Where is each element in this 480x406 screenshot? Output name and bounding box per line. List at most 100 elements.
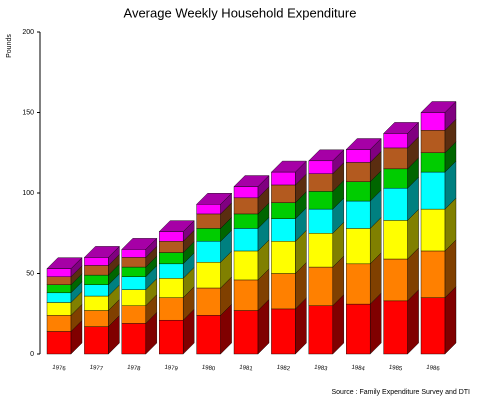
bar-top: [158, 220, 195, 232]
source-note: Source : Family Expenditure Survey and D…: [331, 389, 470, 396]
bar-front: [196, 241, 221, 263]
bar-segment: [420, 239, 457, 299]
bar-segment: [121, 237, 158, 258]
bar-front: [84, 274, 109, 285]
bar-top: [233, 175, 270, 187]
bar-segment: [420, 197, 457, 252]
bar-front: [383, 147, 408, 170]
bar-front: [84, 310, 109, 327]
bar-front: [420, 171, 446, 210]
chart-title: Average Weekly Household Expenditure: [124, 5, 357, 20]
bar-front: [420, 152, 446, 173]
x-tick-label: 1977: [89, 365, 104, 373]
bar-front: [233, 250, 259, 281]
bar-segment: [383, 121, 420, 149]
bar-segment: [345, 138, 382, 163]
y-tick-label: 150: [22, 109, 34, 116]
bar-top: [308, 149, 345, 162]
bar-segment: [308, 294, 344, 355]
bar-front: [158, 241, 184, 253]
bar-segment: [158, 266, 195, 299]
bar-front: [308, 233, 333, 268]
bar-front: [271, 273, 296, 310]
bar-segment: [233, 186, 270, 215]
x-tick-label: 1980: [201, 365, 216, 373]
bar-front: [158, 263, 184, 279]
bar-segment: [158, 308, 195, 355]
bar-front: [196, 315, 221, 355]
bar-segment: [46, 290, 83, 316]
bar-front: [383, 168, 408, 189]
x-tick-label: 1985: [388, 365, 403, 373]
bar-side: [444, 286, 457, 355]
bar-segment: [84, 253, 120, 276]
bar-front: [121, 276, 147, 290]
bar-front: [46, 284, 72, 294]
bar-front: [233, 213, 259, 229]
x-tick-label: 1984: [351, 365, 366, 373]
bar-segment: [346, 252, 382, 305]
bar-front: [383, 258, 408, 302]
bar-front: [233, 279, 259, 311]
bar-segment: [46, 303, 83, 332]
bar-front: [346, 149, 371, 163]
bar-top: [196, 193, 233, 205]
bar-front: [308, 266, 333, 306]
bar-segment: [270, 160, 307, 186]
bar-front: [308, 160, 333, 174]
bar-top: [270, 160, 307, 173]
bar-segment: [308, 197, 344, 234]
bar-front: [121, 266, 147, 277]
bar-front: [46, 331, 72, 355]
bar-front: [271, 308, 296, 355]
bar-front: [346, 181, 371, 202]
bar-top: [121, 238, 158, 250]
bar-segment: [383, 176, 419, 221]
bar-segment: [420, 286, 457, 355]
x-tick-label: 1981: [239, 365, 254, 373]
bar-segment: [121, 311, 158, 355]
bar-front: [46, 302, 72, 316]
bar-front: [158, 319, 184, 355]
bar-segment: [233, 175, 270, 199]
y-tick-label: 0: [30, 351, 34, 358]
bar-front: [84, 295, 109, 311]
bar-front: [420, 250, 446, 298]
bar-front: [346, 228, 371, 265]
bar-front: [346, 162, 371, 182]
y-tick-label: 50: [26, 270, 34, 277]
bar-segment: [271, 173, 307, 204]
bar-front: [84, 257, 109, 266]
bar-segment: [308, 221, 344, 268]
x-tick-label: 1983: [314, 365, 329, 373]
bar-segment: [46, 257, 83, 278]
x-tick-label: 1986: [426, 365, 441, 373]
bar-front: [271, 218, 296, 242]
bar-front: [84, 284, 109, 297]
bar-front: [84, 265, 109, 276]
bar-front: [271, 184, 296, 203]
bar-front: [196, 228, 221, 242]
bar-front: [84, 326, 109, 355]
bar-segment: [420, 141, 457, 173]
x-tick-label: 1982: [276, 365, 291, 373]
bar-front: [121, 249, 147, 258]
bar-front: [346, 263, 371, 305]
bar-front: [196, 287, 221, 316]
bar-segment: [196, 276, 232, 316]
bar-top: [345, 138, 382, 150]
bar-segment: [346, 216, 382, 265]
bar-front: [158, 278, 184, 298]
bar-front: [308, 173, 333, 192]
bar-front: [383, 187, 408, 221]
x-tick-label: 1976: [52, 365, 67, 373]
bar-segment: [121, 278, 158, 307]
bar-front: [233, 310, 259, 355]
bar-front: [46, 276, 72, 285]
bar-front: [346, 303, 371, 355]
bar-front: [196, 262, 221, 289]
bar-segment: [196, 250, 232, 289]
bar-segment: [308, 179, 344, 210]
bar-segment: [271, 262, 307, 310]
